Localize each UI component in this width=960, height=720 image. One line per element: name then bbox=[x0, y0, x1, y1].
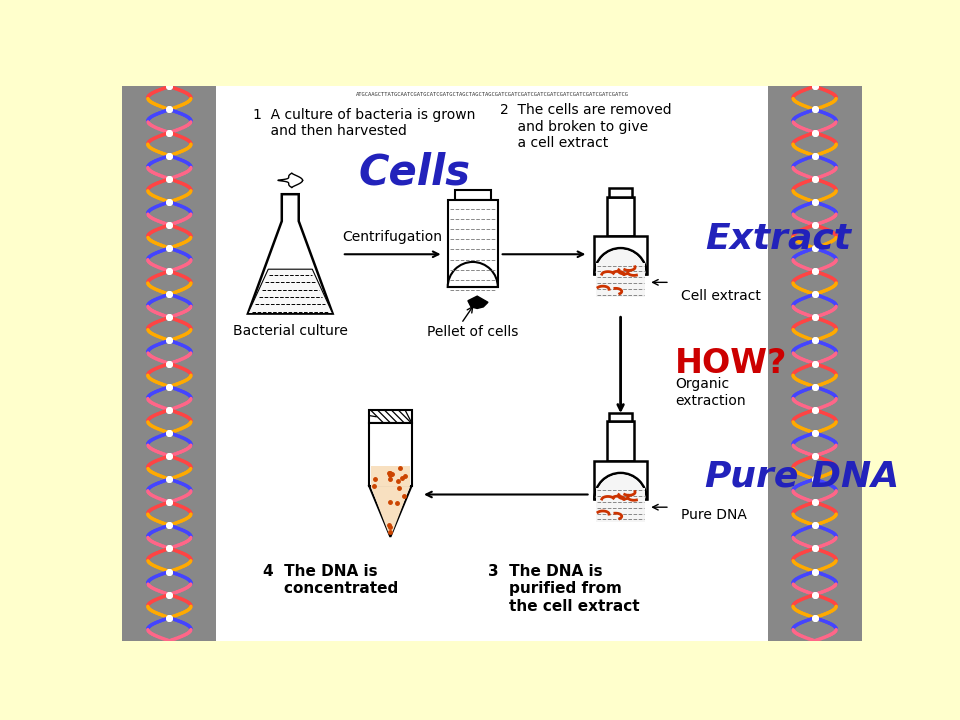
Text: HOW?: HOW? bbox=[675, 347, 787, 380]
Text: Extract: Extract bbox=[706, 222, 852, 256]
Polygon shape bbox=[248, 194, 332, 313]
Polygon shape bbox=[370, 486, 412, 537]
Text: Pure DNA: Pure DNA bbox=[706, 460, 900, 494]
Bar bbox=[768, 86, 861, 641]
Bar bbox=[370, 423, 412, 486]
Text: Cell extract: Cell extract bbox=[681, 289, 760, 303]
Wedge shape bbox=[596, 474, 645, 499]
Wedge shape bbox=[594, 473, 647, 499]
Polygon shape bbox=[248, 269, 332, 313]
Polygon shape bbox=[468, 296, 488, 308]
Bar bbox=[596, 263, 645, 297]
Bar bbox=[594, 235, 647, 274]
Bar bbox=[607, 421, 634, 461]
Text: Centrifugation: Centrifugation bbox=[342, 230, 442, 244]
Bar bbox=[455, 189, 491, 200]
Bar bbox=[607, 197, 634, 235]
Wedge shape bbox=[596, 250, 645, 274]
Bar bbox=[610, 413, 632, 421]
Polygon shape bbox=[278, 173, 302, 188]
Bar bbox=[216, 86, 768, 641]
Text: Organic
extraction: Organic extraction bbox=[675, 377, 746, 408]
Bar bbox=[447, 200, 498, 287]
Bar bbox=[610, 188, 632, 197]
Text: 4  The DNA is
    concentrated: 4 The DNA is concentrated bbox=[263, 564, 398, 596]
Bar bbox=[370, 410, 412, 423]
Bar bbox=[594, 461, 647, 499]
Text: ATGCAAGCTTATGCAATCGATGCATCGATGCTAGCTAGCTAGCGATCGATCGATCGATCGATCGATCGATCGATCGATCG: ATGCAAGCTTATGCAATCGATGCATCGATGCTAGCTAGCT… bbox=[355, 91, 629, 96]
Wedge shape bbox=[594, 248, 647, 274]
Text: Bacterial culture: Bacterial culture bbox=[233, 323, 348, 338]
Text: Cells: Cells bbox=[359, 152, 471, 194]
Wedge shape bbox=[447, 262, 498, 287]
Bar bbox=[123, 86, 216, 641]
Text: 2  The cells are removed
    and broken to give
    a cell extract: 2 The cells are removed and broken to gi… bbox=[500, 104, 671, 150]
Bar bbox=[371, 466, 410, 486]
Text: 3  The DNA is
    purified from
    the cell extract: 3 The DNA is purified from the cell extr… bbox=[488, 564, 639, 613]
Text: Pellet of cells: Pellet of cells bbox=[427, 325, 518, 339]
Bar bbox=[596, 487, 645, 522]
Text: 1  A culture of bacteria is grown
    and then harvested: 1 A culture of bacteria is grown and the… bbox=[253, 108, 475, 138]
Polygon shape bbox=[371, 486, 410, 534]
Text: Pure DNA: Pure DNA bbox=[681, 508, 747, 522]
